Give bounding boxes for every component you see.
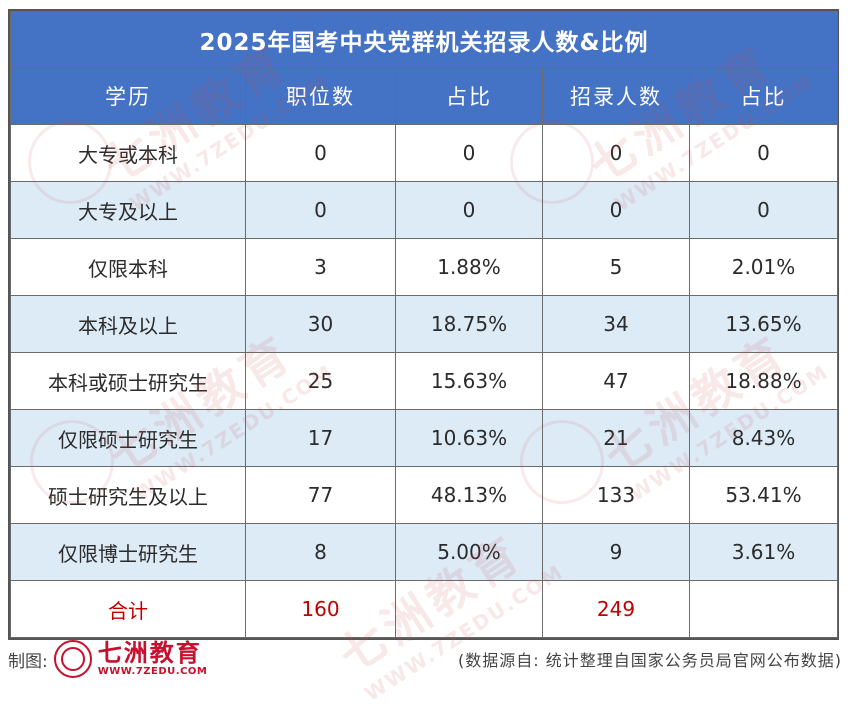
header-recruits: 招录人数: [542, 67, 690, 125]
cell-education: 本科或硕士研究生: [10, 352, 246, 410]
brand-seal-icon: [53, 640, 92, 678]
brand-logo: 七洲教育 WWW.7ZEDU.COM: [98, 641, 208, 677]
cell-education: 仅限本科: [10, 238, 246, 296]
header-positions: 职位数: [245, 67, 396, 125]
cell-recruit-ratio: 0: [689, 181, 838, 239]
table-row: 本科或硕士研究生 25 15.63% 47 18.88%: [10, 352, 838, 410]
cell-recruits: 133: [542, 466, 690, 524]
data-source-note: (数据源自: 统计整理自国家公务员局官网公布数据): [458, 651, 842, 670]
cell-education: 硕士研究生及以上: [10, 466, 246, 524]
cell-recruit-ratio: 8.43%: [689, 409, 838, 467]
header-education: 学历: [10, 67, 246, 125]
total-position-ratio: [395, 580, 543, 638]
cell-recruits: 5: [542, 238, 690, 296]
table-row: 仅限硕士研究生 17 10.63% 21 8.43%: [10, 409, 838, 467]
cell-positions: 0: [245, 124, 396, 182]
cell-positions: 8: [245, 523, 396, 581]
footer: 制图: 七洲教育 WWW.7ZEDU.COM (数据源自: 统计整理自国家公务员…: [8, 638, 842, 680]
cell-position-ratio: 15.63%: [395, 352, 543, 410]
cell-positions: 77: [245, 466, 396, 524]
total-label: 合计: [10, 580, 246, 638]
cell-position-ratio: 48.13%: [395, 466, 543, 524]
cell-position-ratio: 0: [395, 181, 543, 239]
cell-positions: 17: [245, 409, 396, 467]
cell-position-ratio: 1.88%: [395, 238, 543, 296]
cell-education: 本科及以上: [10, 295, 246, 353]
cell-positions: 0: [245, 181, 396, 239]
table-title: 2025年国考中央党群机关招录人数&比例: [10, 11, 838, 68]
cell-recruit-ratio: 18.88%: [689, 352, 838, 410]
total-positions: 160: [245, 580, 396, 638]
brand-name: 七洲教育: [97, 639, 202, 667]
cell-positions: 30: [245, 295, 396, 353]
cell-position-ratio: 0: [395, 124, 543, 182]
cell-recruit-ratio: 3.61%: [689, 523, 838, 581]
table-row: 大专及以上 0 0 0 0: [10, 181, 838, 239]
table-row: 仅限本科 3 1.88% 5 2.01%: [10, 238, 838, 296]
cell-position-ratio: 10.63%: [395, 409, 543, 467]
cell-education: 仅限博士研究生: [10, 523, 246, 581]
header-recruit-ratio: 占比: [689, 67, 838, 125]
cell-recruits: 47: [542, 352, 690, 410]
cell-position-ratio: 5.00%: [395, 523, 543, 581]
cell-recruits: 9: [542, 523, 690, 581]
cell-education: 仅限硕士研究生: [10, 409, 246, 467]
column-header-row: 学历 职位数 占比 招录人数 占比: [10, 67, 838, 125]
made-by-label: 制图:: [8, 651, 48, 672]
total-recruits: 249: [542, 580, 690, 638]
recruitment-table-container: 2025年国考中央党群机关招录人数&比例 学历 职位数 占比 招录人数 占比 大…: [8, 9, 839, 640]
cell-education: 大专或本科: [10, 124, 246, 182]
cell-recruit-ratio: 0: [689, 124, 838, 182]
cell-recruit-ratio: 13.65%: [689, 295, 838, 353]
total-recruit-ratio: [689, 580, 838, 638]
cell-positions: 25: [245, 352, 396, 410]
cell-recruits: 0: [542, 124, 690, 182]
cell-recruits: 34: [542, 295, 690, 353]
cell-education: 大专及以上: [10, 181, 246, 239]
table-row: 本科及以上 30 18.75% 34 13.65%: [10, 295, 838, 353]
cell-position-ratio: 18.75%: [395, 295, 543, 353]
cell-recruit-ratio: 2.01%: [689, 238, 838, 296]
total-row: 合计 160 249: [10, 580, 838, 638]
cell-recruits: 0: [542, 181, 690, 239]
brand-url: WWW.7ZEDU.COM: [97, 666, 208, 677]
table-title-row: 2025年国考中央党群机关招录人数&比例: [10, 11, 838, 68]
header-position-ratio: 占比: [395, 67, 543, 125]
recruitment-table: 2025年国考中央党群机关招录人数&比例 学历 职位数 占比 招录人数 占比 大…: [10, 11, 838, 638]
cell-positions: 3: [245, 238, 396, 296]
cell-recruits: 21: [542, 409, 690, 467]
table-row: 硕士研究生及以上 77 48.13% 133 53.41%: [10, 466, 838, 524]
table-row: 大专或本科 0 0 0 0: [10, 124, 838, 182]
table-row: 仅限博士研究生 8 5.00% 9 3.61%: [10, 523, 838, 581]
cell-recruit-ratio: 53.41%: [689, 466, 838, 524]
